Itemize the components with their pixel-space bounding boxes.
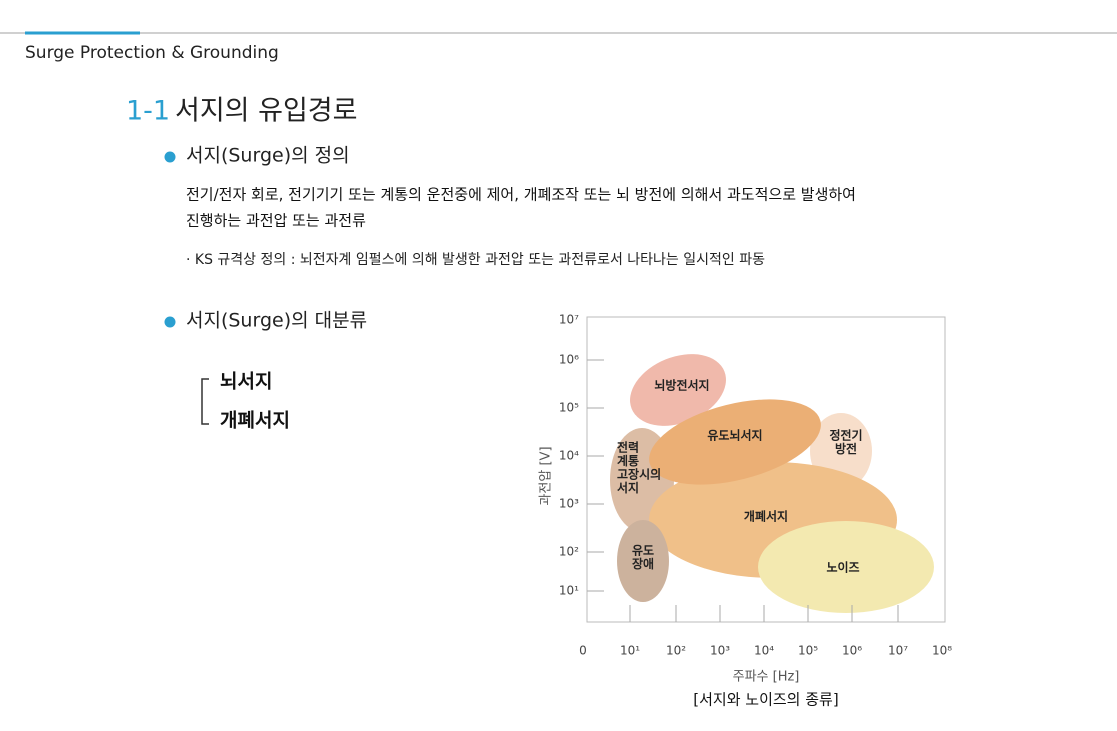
region-label: 유도뇌서지	[707, 428, 762, 443]
x-tick-label: 10¹	[620, 644, 640, 658]
y-tick-label: 10⁴	[559, 449, 579, 463]
regions	[610, 354, 934, 613]
x-tick-label: 10⁸	[932, 644, 952, 658]
x-tick-label: 0	[579, 644, 587, 658]
y-axis-label: 과전압 [V]	[539, 446, 554, 505]
classification-item: 뇌서지	[220, 371, 272, 393]
definition-body: 전기/전자 회로, 전기기기 또는 계통의 운전중에 제어, 개폐조작 또는 뇌…	[186, 186, 856, 204]
figure	[586, 316, 946, 623]
header-title: Surge Protection & Grounding	[25, 43, 279, 63]
region-label: 고장시의	[617, 467, 661, 482]
region-label: 장애	[632, 556, 654, 571]
x-tick-label: 10⁴	[754, 644, 774, 658]
region-label: 개폐서지	[744, 509, 788, 524]
x-tick-label: 10²	[666, 644, 686, 658]
y-tick-label: 10⁵	[559, 401, 579, 415]
y-tick-label: 10¹	[559, 584, 579, 598]
section-number: 1-1	[126, 96, 170, 127]
plot-frame	[586, 316, 946, 623]
region	[617, 520, 669, 602]
region-label: 노이즈	[826, 560, 859, 575]
y-tick-label: 10²	[559, 545, 579, 559]
bullet	[164, 316, 176, 328]
y-tick-label: 10³	[559, 497, 579, 511]
x-axis-label: 주파수 [Hz]	[733, 670, 800, 685]
region-label: 유도	[632, 544, 654, 558]
region-label: 방전	[835, 441, 857, 456]
y-tick-label: 10⁶	[559, 353, 579, 367]
region	[630, 354, 726, 426]
region	[758, 521, 934, 613]
region-label: 서지	[617, 480, 639, 495]
x-tick-label: 10³	[710, 644, 730, 658]
region-label: 전력	[617, 440, 639, 455]
region-label: 정전기	[829, 428, 862, 443]
bracket	[201, 378, 209, 425]
classification-heading: 서지(Surge)의 대분류	[186, 310, 367, 332]
region-label: 뇌방전서지	[654, 378, 709, 393]
definition-body: 진행하는 과전압 또는 과전류	[186, 212, 366, 230]
region-label: 계통	[617, 453, 639, 468]
y-tick-label: 10⁷	[559, 313, 579, 327]
definition-note: · KS 규격상 정의 : 뇌전자계 임펄스에 의해 발생한 과전압 또는 과전…	[186, 252, 765, 268]
definition-heading: 서지(Surge)의 정의	[186, 145, 350, 167]
region	[649, 399, 821, 485]
x-tick-label: 10⁶	[842, 644, 862, 658]
bullet	[164, 151, 176, 163]
figure-caption: [서지와 노이즈의 종류]	[693, 691, 838, 709]
x-tick-label: 10⁵	[798, 644, 818, 658]
classification-item: 개폐서지	[220, 410, 290, 432]
x-tick-label: 10⁷	[888, 644, 908, 658]
section-title: 서지의 유입경로	[175, 96, 357, 127]
